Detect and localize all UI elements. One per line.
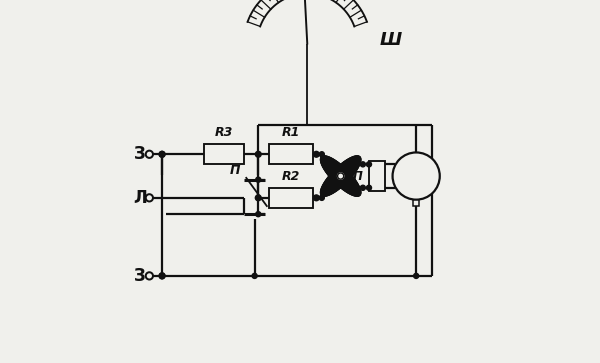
Circle shape (308, 144, 373, 208)
Circle shape (313, 151, 319, 157)
Circle shape (319, 195, 325, 200)
Polygon shape (320, 156, 361, 196)
Circle shape (256, 195, 261, 201)
Text: З: З (134, 145, 146, 163)
Text: R2: R2 (282, 170, 300, 183)
Text: П: П (230, 164, 241, 177)
Circle shape (159, 273, 165, 279)
Polygon shape (320, 156, 361, 196)
Text: G: G (410, 169, 422, 183)
Circle shape (413, 273, 419, 278)
Text: Л: Л (133, 189, 147, 207)
Circle shape (361, 162, 365, 167)
Circle shape (361, 185, 365, 190)
Circle shape (319, 152, 325, 157)
Bar (204, 144, 244, 164)
Circle shape (367, 185, 371, 190)
Circle shape (159, 151, 165, 157)
Circle shape (252, 273, 257, 278)
Circle shape (256, 212, 261, 217)
Text: З: З (134, 267, 146, 285)
Bar (369, 161, 385, 191)
Circle shape (159, 151, 165, 157)
Text: R1: R1 (282, 126, 300, 139)
Circle shape (146, 272, 153, 280)
Circle shape (338, 173, 344, 179)
Bar (413, 200, 419, 206)
Circle shape (146, 194, 153, 201)
Text: Ш: Ш (380, 31, 402, 49)
Text: П: П (353, 170, 362, 183)
Circle shape (392, 152, 440, 200)
Polygon shape (320, 156, 361, 196)
Circle shape (367, 162, 371, 167)
Circle shape (256, 151, 261, 157)
Text: R3: R3 (215, 126, 233, 139)
Circle shape (159, 273, 165, 279)
Circle shape (146, 151, 153, 158)
Circle shape (338, 173, 344, 179)
Circle shape (313, 195, 319, 201)
Bar (269, 144, 313, 164)
Polygon shape (320, 156, 361, 196)
Circle shape (256, 177, 261, 182)
Bar (269, 188, 313, 208)
